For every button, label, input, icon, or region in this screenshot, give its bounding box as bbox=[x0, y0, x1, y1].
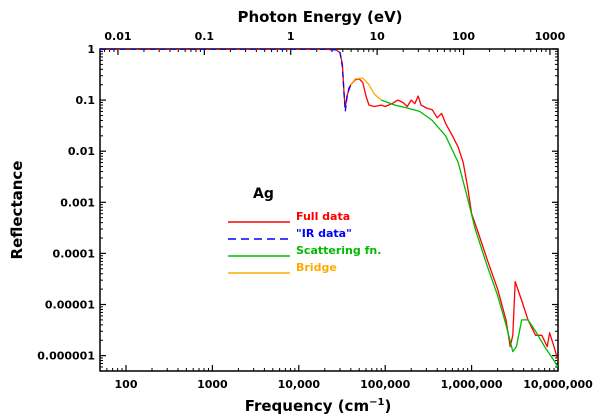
legend-label-2: Scattering fn. bbox=[296, 244, 381, 257]
left-tick-label: 0.0001 bbox=[53, 247, 95, 260]
series-line-3 bbox=[350, 77, 382, 101]
top-tick-label: 1000 bbox=[535, 30, 566, 43]
bottom-axis-title: Frequency (cm−1) bbox=[245, 397, 392, 415]
legend-label-3: Bridge bbox=[296, 261, 337, 274]
tick-labels-group: 100 1000 10,000 100,000 1,000,000 10,000,000 0… bbox=[37, 30, 593, 391]
top-tick-label: 0.01 bbox=[104, 30, 131, 43]
bottom-tick-label: 100,000 bbox=[360, 378, 410, 391]
bottom-tick-label: 100 bbox=[115, 378, 138, 391]
left-tick-label: 0.000001 bbox=[37, 350, 95, 363]
legend-label-0: Full data bbox=[296, 210, 350, 223]
top-axis-title: Photon Energy (eV) bbox=[237, 8, 402, 26]
bottom-tick-label: 10,000,000 bbox=[523, 378, 593, 391]
bottom-tick-label: 1000 bbox=[197, 378, 228, 391]
legend: Full data "IR data" Scattering fn. Bridge bbox=[228, 210, 381, 274]
series-group bbox=[100, 49, 558, 368]
left-tick-label: 0.01 bbox=[68, 145, 95, 158]
top-tick-label: 100 bbox=[452, 30, 475, 43]
top-tick-label: 1 bbox=[287, 30, 295, 43]
left-tick-label: 0.001 bbox=[60, 196, 95, 209]
top-tick-label: 0.1 bbox=[195, 30, 215, 43]
left-tick-label: 0.1 bbox=[76, 94, 96, 107]
series-line-2 bbox=[381, 99, 558, 368]
ticks-group bbox=[100, 48, 559, 371]
left-tick-label: 0.00001 bbox=[45, 299, 95, 312]
element-label: Ag bbox=[253, 186, 274, 202]
left-tick-label: 1 bbox=[87, 43, 95, 56]
series-line-0 bbox=[100, 49, 558, 361]
top-tick-label: 10 bbox=[369, 30, 385, 43]
series-line-1 bbox=[100, 49, 352, 113]
legend-label-1: "IR data" bbox=[296, 227, 352, 240]
bottom-tick-label: 10,000 bbox=[278, 378, 321, 391]
bottom-tick-label: 1,000,000 bbox=[441, 378, 503, 391]
left-axis-title: Reflectance bbox=[8, 161, 26, 260]
